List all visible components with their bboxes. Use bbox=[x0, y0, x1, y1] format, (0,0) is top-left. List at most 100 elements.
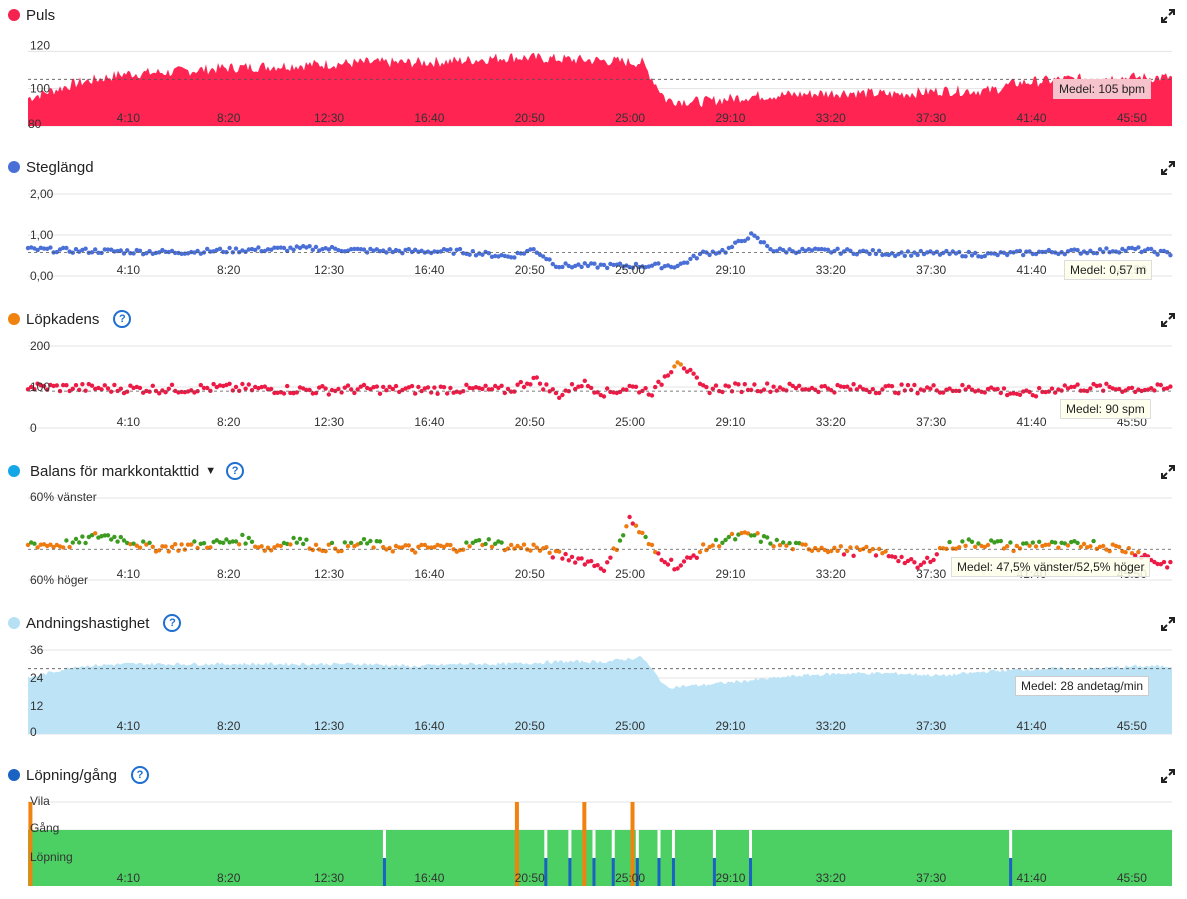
steglangd-point bbox=[451, 251, 456, 256]
balans-point bbox=[448, 542, 453, 548]
steglangd-point bbox=[205, 246, 210, 252]
balans-point bbox=[973, 544, 978, 549]
lopkadens-point bbox=[864, 387, 869, 393]
steglangd-point bbox=[749, 231, 754, 236]
steglangd-point bbox=[457, 246, 463, 252]
balans-point bbox=[368, 538, 373, 544]
balans-point bbox=[870, 546, 875, 552]
balans-point bbox=[669, 557, 674, 562]
help-icon[interactable]: ? bbox=[226, 462, 245, 480]
steglangd-point bbox=[1075, 247, 1080, 253]
lopkadens-point bbox=[249, 388, 255, 393]
lopkadens-point bbox=[573, 386, 578, 392]
balans-point bbox=[787, 540, 792, 546]
x-tick-label: 20:50 bbox=[515, 567, 545, 581]
balans-point bbox=[950, 546, 955, 551]
help-icon[interactable]: ? bbox=[130, 766, 149, 784]
balans-point bbox=[1011, 548, 1016, 554]
chevron-down-icon[interactable]: ▼ bbox=[205, 465, 217, 477]
balans-point bbox=[361, 537, 367, 542]
balans-point bbox=[1008, 540, 1013, 545]
balans-point bbox=[1017, 546, 1023, 551]
lopkadens-point bbox=[518, 379, 523, 385]
x-tick-label: 29:10 bbox=[715, 567, 745, 581]
lopkadens-point bbox=[771, 384, 776, 389]
lopkadens-point bbox=[694, 375, 699, 380]
y-tick-label: 2,00 bbox=[30, 187, 54, 201]
balans-point bbox=[259, 544, 264, 549]
balans-point bbox=[493, 541, 498, 546]
steglangd-point bbox=[982, 253, 987, 259]
balans-point bbox=[947, 539, 952, 545]
lopkadens-point bbox=[112, 382, 117, 388]
steglangd-point bbox=[121, 251, 127, 256]
steglangd-point bbox=[217, 246, 223, 251]
lopkadens-point bbox=[288, 390, 293, 396]
balans-point bbox=[371, 545, 376, 550]
steglangd-point bbox=[966, 249, 971, 255]
walk-bar bbox=[749, 858, 753, 886]
balans-point bbox=[896, 558, 901, 564]
help-icon[interactable]: ? bbox=[163, 614, 182, 632]
lopkadens-point bbox=[1046, 389, 1052, 394]
walk-bar bbox=[611, 858, 615, 886]
lopkadens-average-label: Medel: 90 spm bbox=[1060, 399, 1151, 419]
lopkadens-point bbox=[752, 382, 757, 387]
balans-point bbox=[419, 542, 424, 548]
steglangd-point bbox=[832, 248, 837, 254]
balans-point bbox=[1030, 540, 1036, 545]
lopkadens-point bbox=[582, 378, 587, 383]
steglangd-point bbox=[515, 250, 520, 256]
lopkadens-point bbox=[307, 387, 312, 393]
balans-point bbox=[141, 539, 146, 544]
steglangd-point bbox=[745, 236, 751, 241]
steglangd-point bbox=[61, 245, 66, 251]
lopkadens-point bbox=[198, 382, 203, 388]
balans-point bbox=[944, 546, 949, 551]
lopkadens-point bbox=[797, 383, 802, 388]
balans-point bbox=[1075, 540, 1080, 546]
walk-bar bbox=[382, 858, 386, 886]
lopkadens-point bbox=[227, 381, 232, 386]
expand-icon[interactable] bbox=[1161, 465, 1175, 479]
balans-point bbox=[336, 549, 341, 554]
x-tick-label: 4:10 bbox=[117, 111, 141, 125]
x-tick-label: 41:40 bbox=[1016, 719, 1046, 733]
balans-point bbox=[515, 543, 520, 549]
lopkadens-point bbox=[265, 387, 271, 392]
steglangd-point bbox=[125, 248, 130, 253]
lopkadens-point bbox=[1152, 388, 1157, 393]
steglangd-point bbox=[973, 250, 978, 256]
steglangd-point bbox=[909, 253, 914, 258]
expand-icon[interactable] bbox=[1161, 769, 1175, 783]
help-icon[interactable]: ? bbox=[113, 310, 132, 328]
expand-icon[interactable] bbox=[1161, 161, 1175, 175]
lopkadens-point bbox=[809, 385, 815, 391]
balans-point bbox=[118, 534, 124, 540]
expand-icon[interactable] bbox=[1161, 313, 1175, 327]
balans-point bbox=[765, 535, 770, 540]
lopkadens-point bbox=[464, 382, 469, 387]
expand-icon[interactable] bbox=[1161, 9, 1175, 23]
balans-point bbox=[1037, 539, 1042, 544]
balans-point bbox=[624, 524, 629, 529]
balans-point bbox=[774, 537, 779, 543]
balans-point bbox=[349, 540, 354, 545]
balans-point bbox=[291, 535, 296, 541]
lopkadens-point bbox=[889, 384, 895, 389]
balans-point bbox=[1072, 539, 1077, 544]
lopkadens-point bbox=[125, 389, 130, 394]
steglangd-point bbox=[365, 250, 370, 255]
balans-point bbox=[390, 549, 395, 554]
lopkadens-point bbox=[765, 381, 770, 386]
lopkadens-point bbox=[1033, 394, 1039, 399]
steglangd-point bbox=[432, 249, 437, 254]
balans-point bbox=[1155, 561, 1160, 567]
balans-point bbox=[313, 542, 319, 547]
balans-point bbox=[221, 540, 226, 545]
steglangd-point bbox=[89, 250, 95, 255]
expand-icon[interactable] bbox=[1161, 617, 1175, 631]
steglangd-point bbox=[544, 256, 549, 262]
lopkadens-point bbox=[313, 390, 319, 396]
steglangd-point bbox=[1021, 252, 1026, 258]
